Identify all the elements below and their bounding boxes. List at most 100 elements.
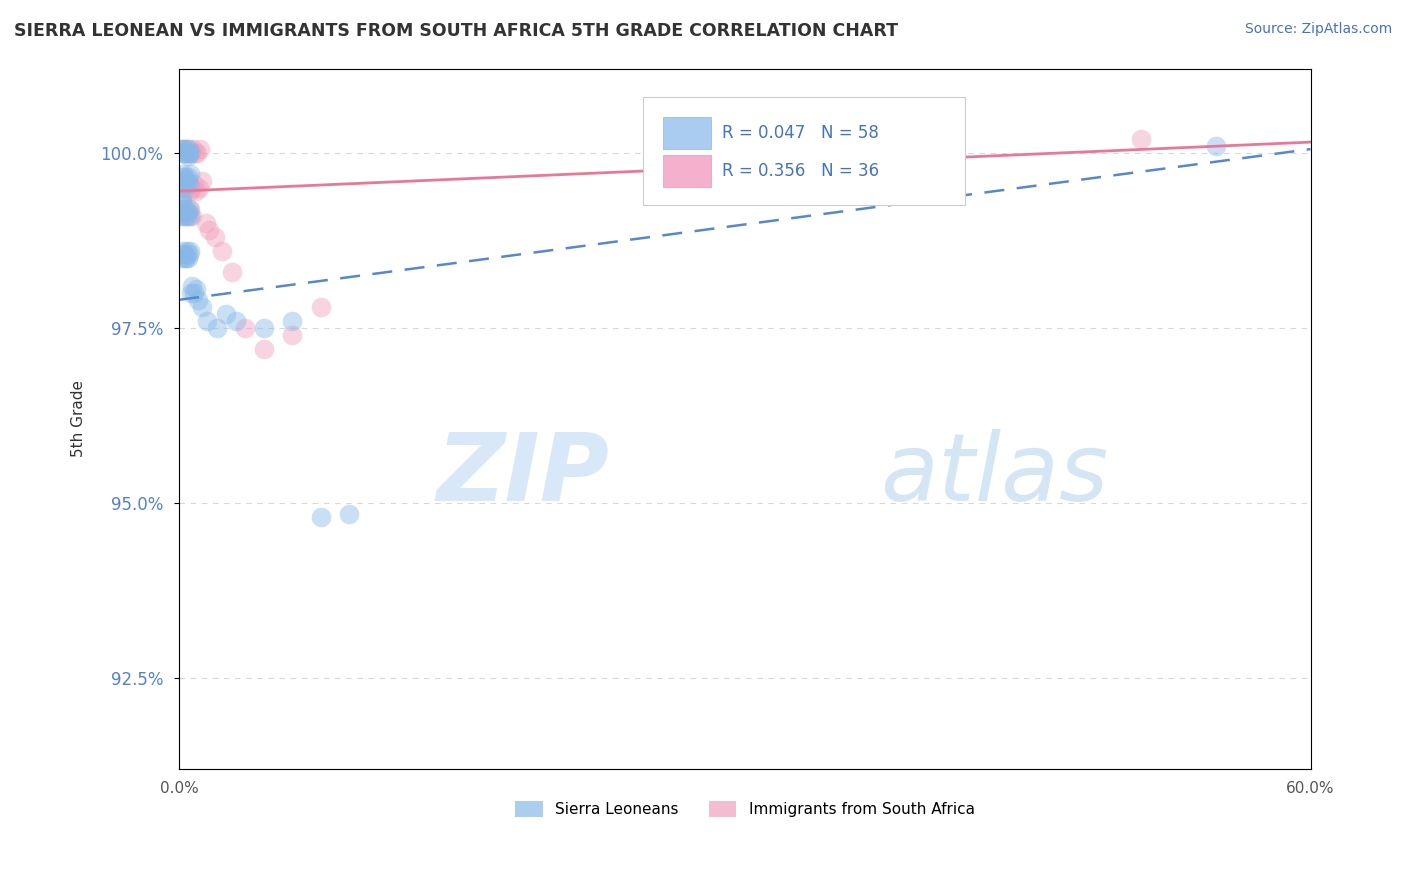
Point [173, 174, 195, 188]
Y-axis label: 5th Grade: 5th Grade [72, 380, 86, 458]
Point [173, 209, 195, 223]
Point [179, 142, 201, 156]
Text: ZIP: ZIP [436, 429, 609, 521]
Point [179, 202, 201, 216]
Point [174, 170, 197, 185]
Point [177, 145, 200, 160]
Point [181, 209, 204, 223]
Text: SIERRA LEONEAN VS IMMIGRANTS FROM SOUTH AFRICA 5TH GRADE CORRELATION CHART: SIERRA LEONEAN VS IMMIGRANTS FROM SOUTH … [14, 22, 898, 40]
Point [170, 194, 193, 209]
Point [233, 320, 256, 334]
Point [197, 314, 219, 328]
Point [177, 170, 200, 185]
Point [183, 177, 205, 191]
Point [1129, 131, 1152, 145]
Point [183, 285, 205, 300]
Point [170, 142, 193, 156]
Point [177, 202, 200, 216]
Point [181, 180, 204, 194]
FancyBboxPatch shape [643, 96, 966, 205]
Point [184, 282, 207, 296]
Point [174, 205, 197, 219]
Point [184, 145, 207, 160]
Point [179, 244, 201, 258]
Point [176, 142, 198, 156]
Point [177, 209, 200, 223]
Point [172, 205, 194, 219]
Point [187, 293, 209, 307]
Text: R = 0.356   N = 36: R = 0.356 N = 36 [723, 161, 879, 180]
Point [176, 244, 198, 258]
Point [174, 142, 197, 156]
Point [204, 229, 226, 244]
Point [188, 142, 211, 156]
Point [337, 507, 360, 521]
Point [170, 174, 193, 188]
Point [198, 223, 221, 237]
Point [225, 314, 247, 328]
Point [172, 180, 194, 194]
Point [173, 174, 195, 188]
Point [170, 142, 193, 156]
Point [309, 510, 332, 524]
Point [253, 342, 276, 356]
Point [181, 278, 204, 293]
Point [173, 145, 195, 160]
Point [281, 327, 304, 342]
Point [179, 184, 201, 198]
Point [187, 180, 209, 194]
Point [173, 251, 195, 265]
Point [176, 174, 198, 188]
Point [181, 142, 204, 156]
Point [180, 145, 202, 160]
Text: R = 0.047   N = 58: R = 0.047 N = 58 [723, 124, 879, 142]
Point [172, 191, 194, 205]
Point [253, 320, 276, 334]
Point [205, 320, 228, 334]
Point [174, 177, 197, 191]
Point [177, 177, 200, 191]
Point [172, 170, 194, 185]
Point [177, 251, 200, 265]
FancyBboxPatch shape [664, 117, 711, 149]
Text: atlas: atlas [880, 429, 1109, 520]
Point [173, 205, 195, 219]
Point [173, 142, 195, 156]
Point [174, 247, 197, 261]
Point [179, 145, 201, 160]
Point [177, 177, 200, 191]
Point [221, 265, 243, 279]
Point [173, 209, 195, 223]
Point [174, 202, 197, 216]
Point [172, 145, 194, 160]
Point [186, 145, 208, 160]
Point [170, 251, 193, 265]
Point [179, 209, 201, 223]
Point [176, 145, 198, 160]
Point [172, 247, 194, 261]
Point [176, 180, 198, 194]
Point [179, 167, 201, 181]
Point [1205, 138, 1227, 153]
Point [179, 145, 201, 160]
Point [211, 244, 233, 258]
Point [215, 307, 238, 321]
Point [180, 285, 202, 300]
Point [172, 202, 194, 216]
Point [194, 216, 217, 230]
Point [173, 142, 195, 156]
Point [177, 205, 200, 219]
Point [281, 314, 304, 328]
Point [172, 244, 194, 258]
Point [172, 167, 194, 181]
Point [184, 184, 207, 198]
Point [309, 300, 332, 314]
Point [176, 209, 198, 223]
FancyBboxPatch shape [664, 154, 711, 187]
Point [172, 202, 194, 216]
Point [174, 145, 197, 160]
Point [170, 194, 193, 209]
Point [176, 149, 198, 163]
Point [190, 300, 212, 314]
Legend: Sierra Leoneans, Immigrants from South Africa: Sierra Leoneans, Immigrants from South A… [508, 794, 983, 825]
